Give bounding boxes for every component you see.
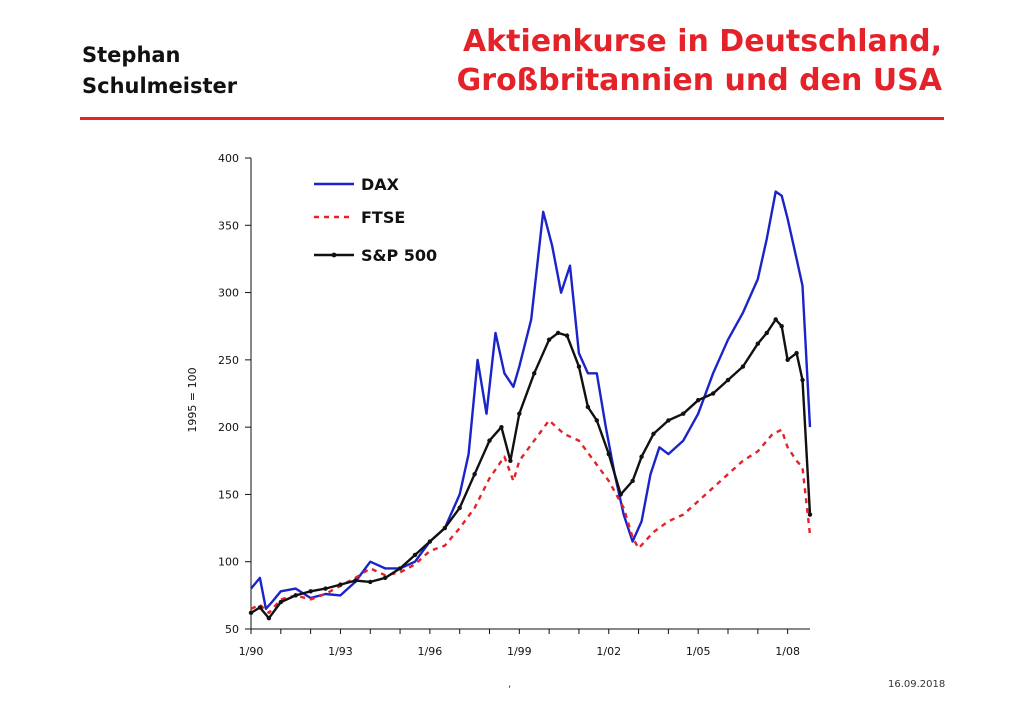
sp500-point: [397, 566, 403, 571]
sp500-point: [412, 552, 418, 558]
x-tick-label: 1/99: [507, 645, 532, 658]
legend-ftse-label: FTSE: [361, 208, 405, 227]
sp500-point: [666, 418, 671, 423]
sp500-point: [382, 575, 388, 581]
sp500-point: [293, 593, 298, 598]
x-tick-label: 1/05: [686, 645, 711, 658]
y-tick-label: 100: [218, 556, 239, 569]
legend-sp500-marker: [331, 252, 337, 258]
y-axis: 50 100 150 200 250 300 350 400: [218, 152, 252, 636]
ftse-line: [250, 419, 812, 615]
x-tick-label: 1/90: [239, 645, 264, 658]
sp500-point: [472, 472, 477, 477]
y-tick-label: 300: [218, 287, 239, 300]
sp500-point: [576, 364, 582, 369]
sp500-point: [681, 411, 686, 416]
author-last-name: Schulmeister: [82, 74, 238, 98]
sp500-point: [807, 512, 813, 517]
sp500-point: [773, 317, 778, 322]
sp500-point: [427, 539, 433, 544]
sp500-point: [594, 418, 600, 423]
x-axis: 1/90 1/93 1/96 1/99 1/02 1/05 1/08: [239, 628, 810, 658]
sp500-point: [710, 391, 716, 396]
page-title: Aktienkurse in Deutschland, Großbritanni…: [457, 22, 942, 100]
sp500-point: [457, 505, 462, 511]
x-tick-label: 1/08: [775, 645, 800, 658]
sp500-point: [308, 589, 313, 594]
y-tick-label: 150: [218, 488, 239, 501]
sp500-point: [740, 364, 746, 369]
x-tick-label: 1/96: [418, 645, 443, 658]
sp500-point: [323, 586, 328, 591]
sp500-point: [487, 438, 492, 443]
sp500-point: [338, 582, 343, 587]
page-title-line2: Großbritannien und den USA: [456, 63, 942, 98]
sp500-point: [696, 398, 701, 403]
sp500-point: [639, 454, 644, 459]
author-name: Stephan Schulmeister: [82, 40, 237, 102]
sp500-point: [368, 579, 373, 585]
sp500-point: [353, 578, 358, 583]
y-tick-label: 250: [218, 354, 239, 367]
y-axis-label: 1995 = 100: [186, 367, 199, 432]
sp500-point: [618, 492, 623, 497]
sp500-point: [442, 525, 447, 531]
sp500-line: [250, 318, 812, 620]
author-first-name: Stephan: [82, 43, 181, 67]
sp500-point: [764, 330, 769, 336]
sp500-point: [532, 371, 537, 376]
sp500-point: [248, 610, 254, 616]
chart-legend: DAX FTSE S&P 500: [314, 175, 437, 265]
y-tick-label: 350: [218, 219, 239, 232]
sp500-point: [266, 616, 272, 621]
sp500-point: [546, 337, 552, 342]
sp500-point: [755, 341, 761, 346]
sp500-point: [517, 411, 522, 416]
legend-sp500-label: S&P 500: [361, 246, 437, 265]
dax-line: [250, 190, 812, 610]
sp500-point: [564, 333, 570, 338]
y-tick-label: 200: [218, 421, 239, 434]
sp500-point: [508, 458, 513, 463]
sp500-point: [278, 599, 284, 605]
x-tick-label: 1/93: [328, 645, 353, 658]
sp500-point: [651, 431, 656, 437]
sp500-point: [779, 324, 784, 329]
series-layer: [248, 190, 813, 621]
sp500-point: [794, 350, 799, 356]
legend-dax-label: DAX: [361, 175, 400, 194]
sp500-point: [555, 330, 561, 336]
sp500-point: [585, 404, 591, 410]
sp500-point: [800, 377, 805, 383]
sp500-point: [257, 605, 263, 610]
sp500-point: [606, 451, 611, 457]
footer-mark: ,: [508, 679, 512, 690]
title-underline: [80, 117, 944, 120]
sp500-point: [785, 357, 790, 363]
y-tick-label: 50: [225, 623, 239, 636]
x-tick-label: 1/02: [596, 645, 621, 658]
y-tick-label: 400: [218, 152, 239, 165]
page-title-line1: Aktienkurse in Deutschland,: [462, 24, 942, 59]
sp500-point: [499, 424, 504, 430]
sp500-point: [725, 377, 731, 383]
sp500-point: [630, 478, 635, 484]
footer-date: 16.09.2018: [888, 679, 946, 690]
